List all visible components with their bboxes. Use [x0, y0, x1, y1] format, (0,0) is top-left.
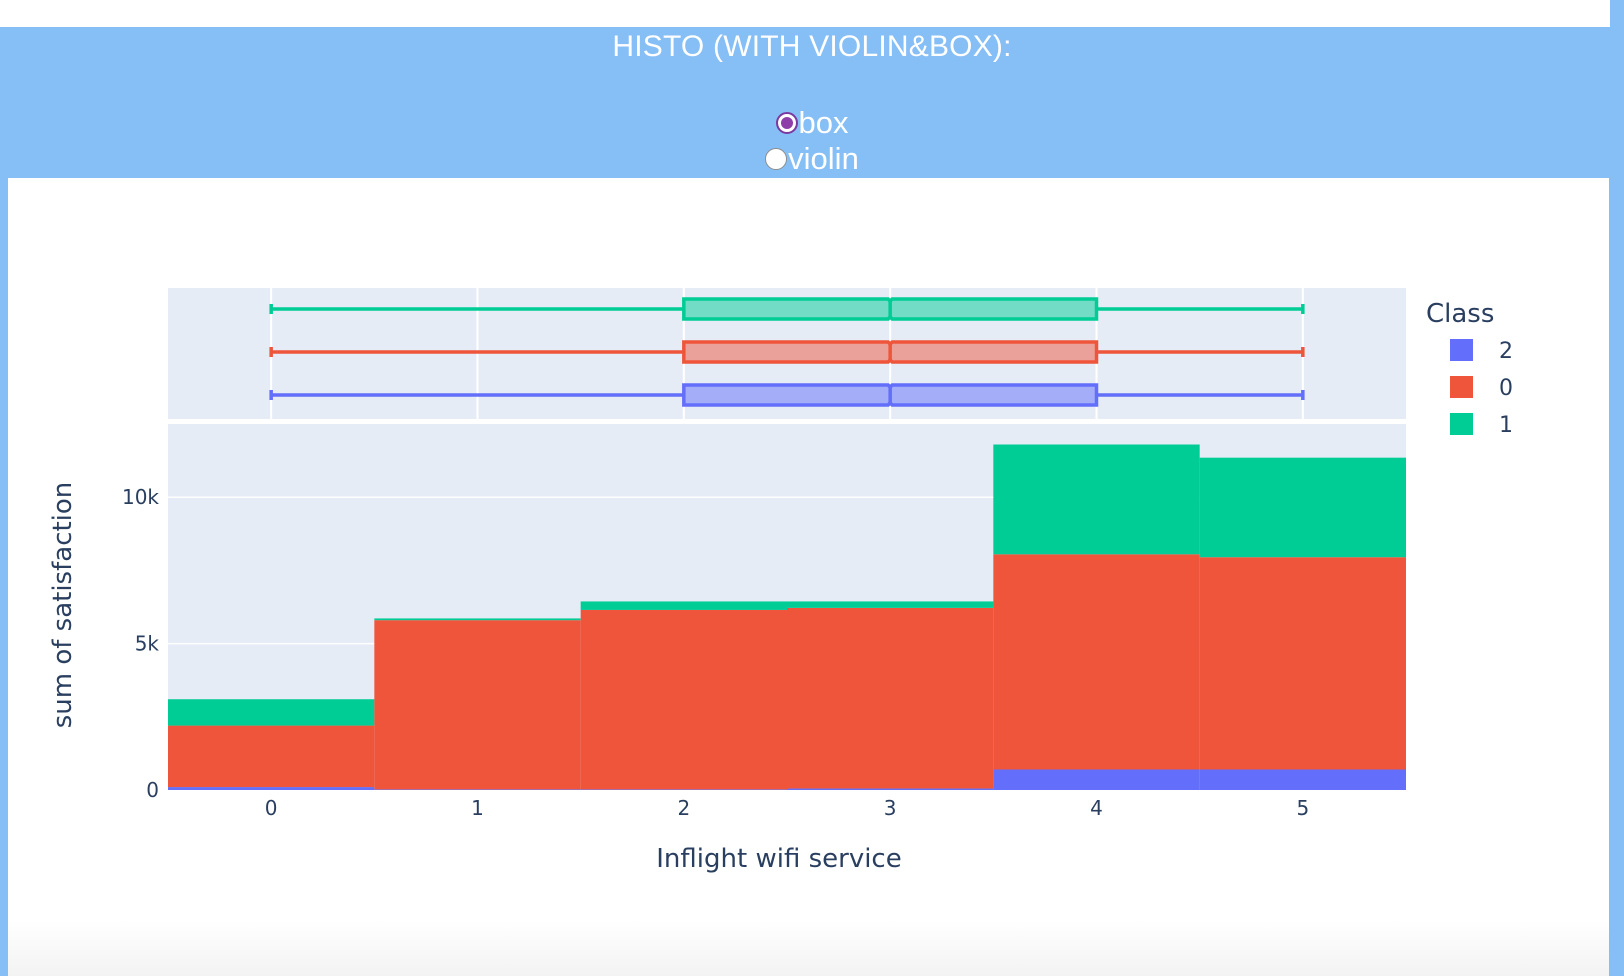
x-tick-1: 1	[471, 796, 484, 820]
bar-class-0-x0	[168, 725, 375, 788]
top-strip	[0, 0, 1610, 27]
legend-swatch-0	[1450, 376, 1473, 398]
legend-swatch-2	[1450, 339, 1473, 361]
x-tick-0: 0	[265, 796, 278, 820]
bar-class-1-x0	[168, 699, 375, 726]
box-plot-class-1	[269, 297, 1305, 321]
legend: Class 2 0 1	[1426, 299, 1513, 438]
bar-class-2-x3	[787, 788, 994, 790]
header-panel: HISTO (WITH VIOLIN&BOX): box violin	[0, 27, 1624, 178]
radio-button-box[interactable]	[775, 112, 798, 134]
box-plot-class-0	[269, 340, 1305, 364]
chart-svg: 0 1 2 3 4 5 0 5k 10k Inflight wifi service sum …	[48, 288, 1513, 874]
bar-class-0-x2	[580, 609, 787, 790]
bar-class-2-x4	[993, 769, 1200, 790]
bar-class-2-x0	[168, 787, 375, 790]
bar-class-0-x3	[787, 607, 994, 789]
box-plot-class-2	[269, 383, 1305, 407]
radio-option-box[interactable]: box	[0, 105, 1624, 141]
bottom-fade	[8, 920, 1609, 976]
legend-label-1: 1	[1499, 413, 1513, 438]
y-axis-title: sum of satisfaction	[48, 482, 78, 729]
y-tick-labels: 0 5k 10k	[122, 485, 159, 802]
legend-label-0: 0	[1499, 376, 1513, 401]
bar-class-0-x1	[374, 620, 581, 790]
bar-class-0-x5	[1199, 557, 1406, 770]
x-axis-title: Inflight wifi service	[656, 844, 901, 874]
y-tick-10k: 10k	[122, 485, 159, 509]
x-tick-2: 2	[677, 796, 690, 820]
radio-label-violin: violin	[788, 141, 859, 176]
bar-class-1-x1	[374, 618, 581, 621]
x-tick-5: 5	[1296, 796, 1309, 820]
legend-label-2: 2	[1499, 339, 1513, 364]
histogram-bars	[168, 444, 1406, 790]
page-title: HISTO (WITH VIOLIN&BOX):	[612, 30, 1012, 63]
bar-class-2-x2	[580, 789, 787, 790]
bar-class-2-x1	[374, 789, 581, 790]
x-tick-labels: 0 1 2 3 4 5	[265, 796, 1309, 820]
bar-class-1-x4	[993, 444, 1200, 555]
bar-class-1-x5	[1199, 457, 1406, 558]
y-tick-0: 0	[146, 778, 159, 802]
bar-class-1-x2	[580, 601, 787, 610]
bar-class-1-x3	[787, 601, 994, 608]
bar-class-2-x5	[1199, 769, 1406, 790]
radio-button-violin[interactable]	[765, 148, 788, 170]
radio-label-box: box	[798, 105, 849, 140]
legend-title: Class	[1426, 299, 1494, 329]
radio-option-violin[interactable]: violin	[0, 141, 1624, 177]
bar-class-0-x4	[993, 554, 1200, 770]
legend-swatch-1	[1450, 413, 1473, 435]
x-tick-3: 3	[884, 796, 897, 820]
box-plots	[269, 297, 1305, 407]
y-tick-5k: 5k	[135, 632, 160, 656]
x-tick-4: 4	[1090, 796, 1103, 820]
chart-area: 0 1 2 3 4 5 0 5k 10k Inflight wifi service sum …	[8, 178, 1609, 976]
